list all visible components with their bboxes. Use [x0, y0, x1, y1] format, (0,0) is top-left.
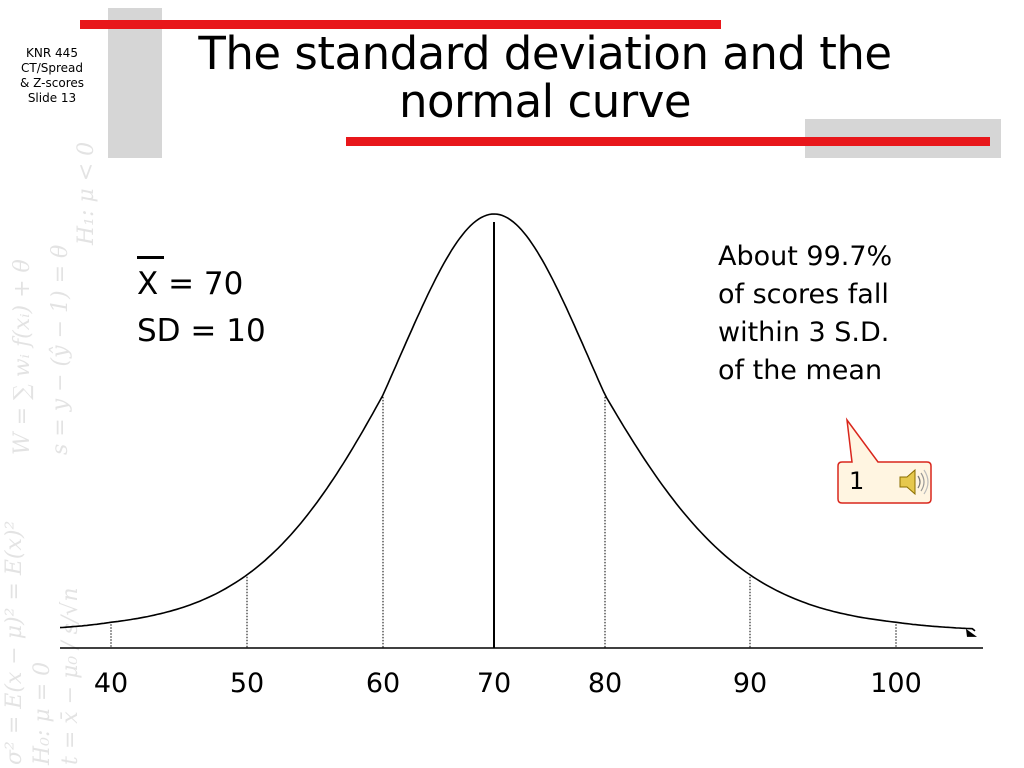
slide-title: The standard deviation and the normal cu…	[160, 30, 930, 126]
course-label-line: Slide 13	[27, 91, 77, 105]
normal-curve	[59, 213, 976, 632]
x-tick-label: 40	[93, 668, 129, 699]
top-red-bar	[80, 20, 721, 29]
note-line: of scores fall	[718, 279, 889, 310]
x-tick-label: 60	[365, 668, 401, 699]
slide-title-line: The standard deviation and the	[198, 27, 892, 80]
speaker-icon[interactable]	[899, 468, 929, 496]
callout-number: 1	[849, 467, 865, 495]
sd-label: SD = 10	[137, 313, 266, 349]
course-label-line: & Z-scores	[19, 76, 84, 90]
x-bar-overline	[137, 256, 164, 259]
slide-title-line: normal curve	[398, 75, 692, 128]
x-tick-label: 90	[732, 668, 768, 699]
note-line: About 99.7%	[718, 241, 893, 272]
x-tick-label: 70	[476, 668, 512, 699]
note-line: of the mean	[718, 355, 883, 386]
course-label-line: KNR 445	[26, 46, 78, 60]
note-line: within 3 S.D.	[718, 317, 890, 348]
note-text: About 99.7% of scores fall within 3 S.D.…	[718, 238, 892, 390]
x-tick-label: 80	[587, 668, 623, 699]
sd-marker-lines	[110, 222, 897, 648]
course-label-line: CT/Spread	[20, 61, 83, 75]
gray-vertical-bar	[108, 8, 162, 158]
x-tick-label: 100	[870, 668, 922, 699]
course-label: KNR 445 CT/Spread & Z-scores Slide 13	[6, 46, 98, 106]
bottom-red-bar	[346, 137, 990, 146]
mean-label: X = 70	[137, 266, 244, 302]
curve-arrowhead	[966, 628, 977, 637]
callout-bubble[interactable]	[830, 415, 940, 515]
x-tick-label: 50	[229, 668, 265, 699]
